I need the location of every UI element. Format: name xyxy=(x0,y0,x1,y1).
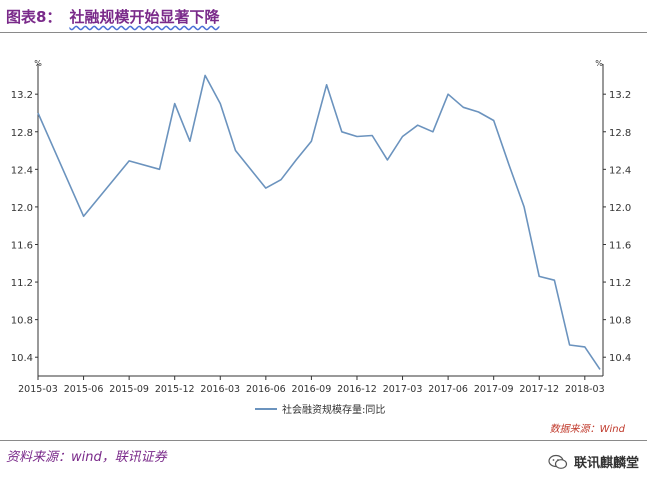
data-point xyxy=(401,135,403,137)
y-tick-label-right: 10.8 xyxy=(609,316,631,327)
y-tick-label-left: 12.0 xyxy=(11,203,33,214)
x-tick-label: 2015-09 xyxy=(109,384,149,395)
legend-label: 社会融资规模存量:同比 xyxy=(282,403,385,416)
figure-label: 图表8： xyxy=(6,8,62,26)
data-point xyxy=(508,163,510,165)
x-tick-label: 2016-12 xyxy=(337,384,377,395)
x-tick-label: 2016-06 xyxy=(246,384,286,395)
x-tick-label: 2018-03 xyxy=(565,384,605,395)
y-tick-label-left: 13.2 xyxy=(11,90,33,101)
data-point xyxy=(371,134,373,136)
y-tick-label-left: 12.8 xyxy=(11,128,33,139)
x-tick-label: 2017-06 xyxy=(428,384,468,395)
data-point xyxy=(599,368,601,370)
y-tick-label-right: 11.6 xyxy=(609,240,631,251)
data-point xyxy=(538,275,540,277)
title-divider xyxy=(0,32,647,33)
x-tick-label: 2015-12 xyxy=(155,384,195,395)
y-tick-label-left: 11.2 xyxy=(11,278,33,289)
y-tick-label-right: 12.4 xyxy=(609,165,631,176)
data-point xyxy=(447,93,449,95)
x-tick-label: 2017-03 xyxy=(383,384,423,395)
y-unit-right: % xyxy=(595,59,603,68)
y-tick-label-right: 10.4 xyxy=(609,353,631,364)
figure-title: 图表8： 社融规模开始显著下降 xyxy=(6,6,219,27)
source-text: 资料来源：wind，联讯证券 xyxy=(6,450,167,465)
data-point xyxy=(128,160,130,162)
data-point xyxy=(295,159,297,161)
data-point xyxy=(189,140,191,142)
data-point xyxy=(341,131,343,133)
data-point xyxy=(386,159,388,161)
data-point xyxy=(82,215,84,217)
data-point xyxy=(492,119,494,121)
data-point xyxy=(249,168,251,170)
x-tick-label: 2017-12 xyxy=(519,384,559,395)
x-tick-label: 2016-03 xyxy=(200,384,240,395)
data-point xyxy=(432,131,434,133)
x-tick-label: 2015-03 xyxy=(18,384,58,395)
data-point xyxy=(553,279,555,281)
data-point xyxy=(310,140,312,142)
y-tick-label-right: 12.0 xyxy=(609,203,631,214)
data-point xyxy=(356,135,358,137)
footer-divider xyxy=(0,440,647,441)
data-point xyxy=(417,124,419,126)
line-chart: % % 13.2 13.2 12.8 12.8 12.4 12.4 12.0 12.0 11.6 11… xyxy=(11,59,632,435)
data-point xyxy=(477,111,479,113)
y-tick-label-right: 12.8 xyxy=(609,128,631,139)
wechat-icon xyxy=(548,454,568,469)
data-point xyxy=(280,178,282,180)
data-point xyxy=(584,346,586,348)
data-point xyxy=(523,206,525,208)
watermark-text: 联讯麒麟堂 xyxy=(573,456,639,471)
y-tick-label-right: 13.2 xyxy=(609,90,631,101)
x-tick-label: 2016-09 xyxy=(292,384,332,395)
y-tick-label-left: 11.6 xyxy=(11,240,33,251)
data-point xyxy=(568,344,570,346)
data-point xyxy=(219,102,221,104)
data-point xyxy=(325,84,327,86)
data-point xyxy=(174,102,176,104)
data-source-note: 数据来源：Wind xyxy=(550,423,626,435)
data-point xyxy=(37,112,39,114)
data-point xyxy=(462,106,464,108)
y-tick-label-left: 10.4 xyxy=(11,353,33,364)
y-tick-label-left: 12.4 xyxy=(11,165,33,176)
series-line xyxy=(37,74,601,370)
y-unit-left: % xyxy=(34,59,42,68)
y-tick-label-left: 10.8 xyxy=(11,316,33,327)
data-point xyxy=(158,168,160,170)
x-tick-label: 2017-09 xyxy=(474,384,514,395)
data-point xyxy=(234,149,236,151)
figure-title-text: 社融规模开始显著下降 xyxy=(69,8,220,26)
y-tick-label-right: 11.2 xyxy=(609,278,631,289)
data-point xyxy=(204,74,206,76)
x-tick-label: 2015-06 xyxy=(64,384,104,395)
data-point xyxy=(265,187,267,189)
watermark: 联讯麒麟堂 xyxy=(548,452,639,471)
